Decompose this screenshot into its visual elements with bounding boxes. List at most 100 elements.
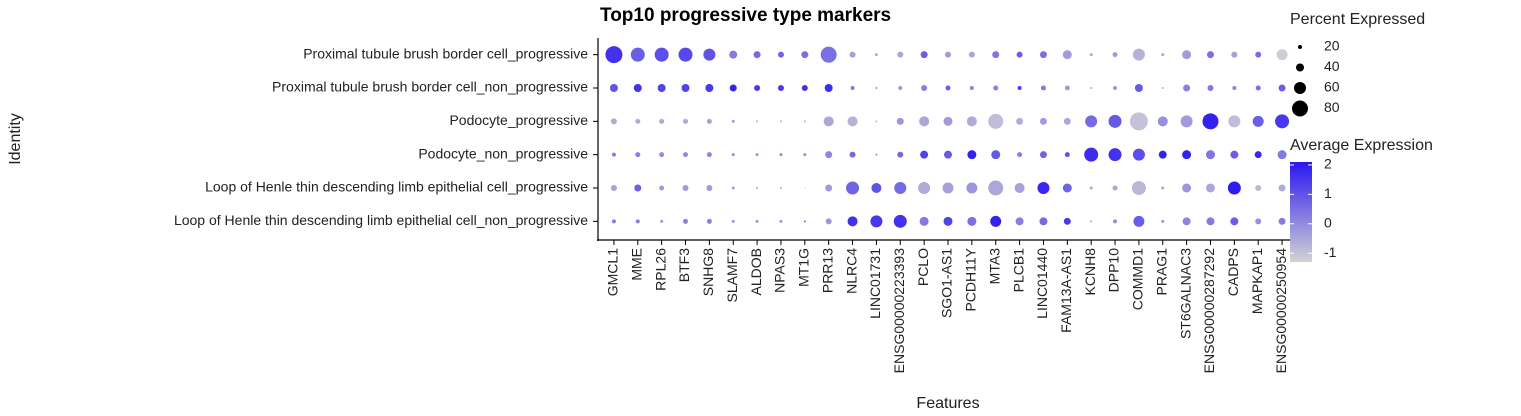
x-tick-label: GMCL1	[605, 248, 621, 296]
size-legend-label: 40	[1324, 58, 1340, 74]
color-legend-label: -1	[1324, 244, 1337, 260]
dot	[1132, 48, 1145, 61]
dot	[847, 216, 858, 227]
x-tick-label: NLRC4	[843, 248, 859, 294]
dot	[779, 219, 783, 223]
dot	[729, 84, 737, 92]
dot	[894, 182, 907, 194]
dot	[756, 187, 759, 189]
dot	[991, 150, 1001, 160]
dot	[729, 50, 738, 59]
x-tick-label: BTF3	[676, 248, 692, 282]
dot	[657, 84, 666, 92]
x-tick-label: PCDH11Y	[963, 247, 979, 311]
dot	[893, 214, 907, 228]
dot	[1231, 51, 1238, 58]
x-tick-label: LINC01440	[1034, 248, 1050, 319]
dot	[779, 120, 782, 123]
y-tick-label: Loop of Henle thin descending limb epith…	[205, 179, 588, 195]
color-legend-label: 1	[1324, 185, 1332, 201]
dot	[1254, 151, 1262, 159]
dot	[660, 219, 664, 223]
dot	[633, 84, 642, 92]
dot	[1039, 151, 1047, 159]
dot	[755, 219, 759, 223]
dot	[753, 51, 761, 59]
dot	[1255, 85, 1261, 91]
dot	[1205, 150, 1215, 160]
dot	[1090, 87, 1093, 89]
x-tick-label: SGO1-AS1	[939, 248, 955, 318]
dot	[897, 151, 904, 158]
dot	[1133, 215, 1145, 227]
dot	[945, 51, 951, 58]
dot	[1278, 217, 1286, 225]
size-legend-dot	[1294, 82, 1306, 94]
dot	[1037, 182, 1050, 194]
dot	[659, 185, 665, 191]
chart-title: Top10 progressive type markers	[600, 5, 891, 26]
dot	[874, 53, 878, 57]
dot	[1084, 147, 1099, 162]
dot	[966, 116, 977, 127]
dot	[1016, 51, 1023, 58]
dot	[921, 85, 928, 91]
dot	[706, 118, 712, 124]
dot	[847, 116, 858, 127]
dot	[683, 218, 689, 224]
dot	[1085, 115, 1098, 128]
dot	[945, 85, 951, 91]
dot	[824, 84, 833, 92]
x-tick-label: NPAS3	[772, 248, 788, 293]
dot	[779, 153, 783, 157]
size-legend-label: 60	[1324, 79, 1340, 95]
dot	[1206, 51, 1214, 59]
dot	[610, 118, 617, 125]
size-legend-label: 20	[1324, 38, 1340, 54]
dot	[630, 47, 645, 62]
dot	[1039, 217, 1048, 226]
dot	[967, 150, 977, 160]
dot	[705, 84, 714, 92]
dot	[706, 218, 712, 224]
dot	[1017, 152, 1023, 158]
dot	[920, 51, 928, 59]
x-tick-label: DPP10	[1106, 248, 1122, 293]
x-tick-label: ENSG00000287292	[1201, 248, 1217, 374]
dot	[988, 180, 1004, 196]
x-tick-label: MTA3	[986, 248, 1002, 285]
dot	[823, 116, 834, 127]
dot	[944, 150, 952, 159]
dot	[635, 118, 641, 124]
dot	[1132, 148, 1145, 161]
dot	[1161, 186, 1165, 190]
dot	[942, 182, 954, 194]
size-legend-label: 80	[1324, 99, 1340, 115]
dot	[1112, 52, 1118, 58]
dot	[919, 216, 929, 226]
dot	[801, 51, 809, 59]
dot	[803, 220, 806, 223]
dot	[875, 120, 878, 123]
dot	[1230, 217, 1239, 226]
dot	[1131, 181, 1146, 195]
dot	[990, 215, 1002, 227]
dot	[611, 219, 616, 224]
dot	[678, 47, 693, 62]
dot	[1275, 114, 1290, 129]
dot	[682, 185, 689, 191]
dot	[755, 153, 759, 157]
dot	[1108, 114, 1122, 128]
dot	[896, 117, 904, 125]
x-tick-label: ENSG00000250954	[1273, 248, 1289, 374]
dot	[825, 151, 833, 159]
dot	[605, 46, 623, 64]
dot	[1255, 218, 1262, 225]
dot	[1227, 181, 1241, 195]
dot	[803, 120, 806, 123]
dot	[825, 184, 833, 192]
dot	[777, 51, 784, 58]
x-tick-label: PRR13	[819, 248, 835, 293]
dot	[1039, 51, 1047, 59]
x-tick-label: LINC01731	[867, 248, 883, 319]
